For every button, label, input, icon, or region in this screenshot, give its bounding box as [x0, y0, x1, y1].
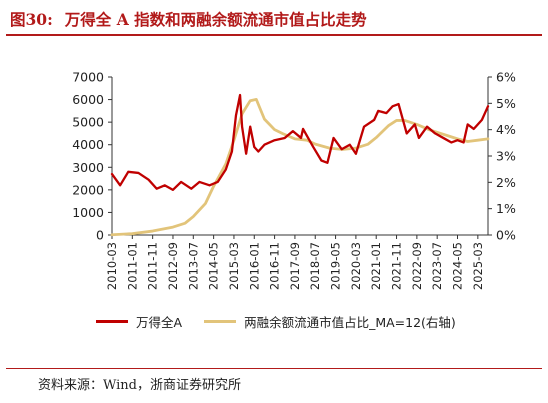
- x-tick-label: 2021-01: [369, 242, 383, 290]
- legend-item-index: 万得全A: [96, 312, 182, 331]
- y-left-tick-label: 7000: [72, 70, 104, 85]
- legend-item-ratio: 两融余额流通市值占比_MA=12(右轴): [204, 312, 456, 331]
- x-tick-label: 2011-01: [125, 242, 139, 290]
- x-tick-label: 2015-03: [227, 242, 241, 290]
- x-tick-label: 2018-07: [308, 242, 322, 290]
- x-tick-label: 2020-03: [349, 242, 363, 290]
- series-line-index: [110, 93, 490, 192]
- x-tick-label: 2019-05: [329, 242, 343, 290]
- y-right-tick-label: 4%: [496, 122, 516, 137]
- legend-label-index: 万得全A: [136, 314, 183, 330]
- x-tick-label: 2012-09: [166, 242, 180, 290]
- chart-legend: 万得全A 两融余额流通市值占比_MA=12(右轴): [96, 311, 478, 331]
- y-right-tick-label: 0%: [496, 228, 516, 243]
- y-left-tick-label: 6000: [72, 92, 104, 107]
- x-tick-label: 2016-11: [268, 242, 282, 290]
- figure-title: 图30: 万得全 A 指数和两融余额流通市值占比走势: [10, 8, 530, 34]
- x-tick-label: 2011-11: [146, 242, 160, 290]
- title-divider: [6, 34, 542, 36]
- x-tick-label: 2017-09: [288, 242, 302, 290]
- legend-swatch-ratio: [204, 319, 237, 323]
- y-right-tick-label: 5%: [496, 96, 516, 111]
- legend-label-ratio: 两融余额流通市值占比_MA=12(右轴): [244, 314, 456, 330]
- x-tick-label: 2010-03: [105, 242, 119, 290]
- y-left-tick-label: 0: [96, 228, 104, 243]
- x-tick-label: 2025-03: [471, 242, 485, 290]
- legend-swatch-index: [96, 319, 128, 323]
- line-chart: 0 1000 2000 3000 4000 5000 6000 7000 0% 1% 2% 3% 4% 5…: [72, 70, 516, 291]
- y-right-tick-label: 6%: [496, 70, 516, 85]
- source-divider: [6, 368, 542, 369]
- y-left-tick-label: 1000: [72, 205, 104, 220]
- y-left-tick-label: 4000: [72, 137, 104, 152]
- x-tick-label: 2014-05: [207, 242, 221, 290]
- x-tick-label: 2022-09: [410, 242, 424, 290]
- x-tick-label: 2013-07: [186, 242, 200, 290]
- chart-axes: 0 1000 2000 3000 4000 5000 6000 7000 0% 1% 2% 3% 4% 5…: [72, 70, 516, 291]
- y-right-tick-label: 3%: [496, 149, 516, 164]
- figure-title-text: 万得全 A 指数和两融余额流通市值占比走势: [64, 10, 367, 29]
- x-tick-label: 2016-01: [247, 242, 261, 290]
- source-note: 资料来源：Wind，浙商证券研究所: [38, 378, 241, 393]
- chart-series-lines: [110, 93, 490, 237]
- y-left-tick-label: 3000: [72, 160, 104, 175]
- y-right-tick-label: 2%: [496, 175, 516, 190]
- series-line-ratio: [110, 97, 490, 237]
- figure-number: 图30:: [10, 10, 53, 29]
- y-left-tick-label: 2000: [72, 182, 104, 197]
- x-tick-label: 2023-07: [430, 242, 444, 290]
- y-left-tick-label: 5000: [72, 115, 104, 130]
- x-tick-label: 2024-05: [451, 242, 465, 290]
- y-right-tick-label: 1%: [496, 201, 516, 216]
- x-tick-label: 2021-11: [390, 242, 404, 290]
